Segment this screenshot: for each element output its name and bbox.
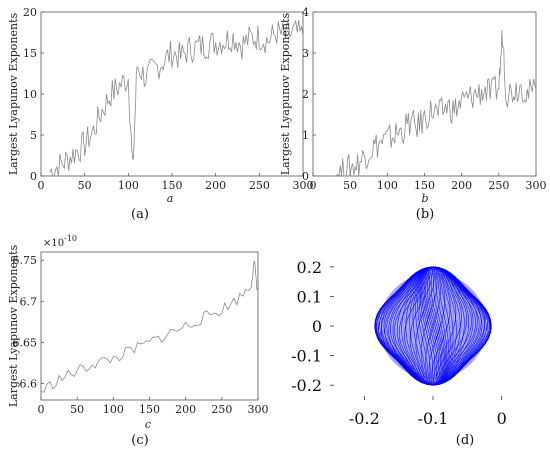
x-tick-label: 100 [103, 403, 124, 416]
x-axis-label: b [421, 192, 428, 205]
y-tick-label: 0 [30, 170, 37, 183]
attractor-trajectory [398, 266, 448, 386]
attractor-trajectory [421, 266, 457, 387]
multiplier-exponent: -10 [64, 234, 77, 243]
x-tick-label: 100 [118, 179, 139, 192]
lyapunov-series-line [40, 260, 259, 393]
y-tick-label: 5 [30, 129, 37, 142]
attractor-mesh [374, 265, 492, 387]
y-tick-label: 20 [23, 6, 37, 19]
y-tick-label: 0.2 [297, 258, 322, 277]
plot-frame [40, 251, 259, 401]
x-axis-label: a [167, 192, 174, 205]
attractor-fill [379, 272, 487, 380]
y-tick-label: -0.1 [291, 347, 322, 366]
y-tick-label: 1 [302, 129, 309, 142]
attractor-trajectory [425, 266, 441, 386]
attractor-trajectory [397, 266, 489, 386]
y-axis-label: Largest Lyapunov Exponents [279, 12, 292, 175]
x-tick-label: -0.2 [349, 409, 380, 428]
x-tick-label: 0 [310, 179, 317, 192]
attractor-trajectory [412, 266, 480, 386]
x-tick-label: 0 [38, 179, 45, 192]
x-tick-label: 200 [205, 179, 226, 192]
y-axis-label: Largest Lyapunov Exponents [7, 244, 20, 407]
x-tick-label: 250 [488, 179, 509, 192]
lyapunov-series-line [335, 29, 537, 177]
y-tick-label: 6.75 [13, 254, 38, 267]
attractor-trajectory [388, 266, 491, 386]
y-multiplier: ×10-10 [43, 234, 77, 249]
plot-frame [312, 11, 537, 177]
attractor-trajectory [392, 266, 490, 386]
attractor-trajectory [422, 266, 451, 386]
attractor-trajectory [409, 265, 445, 386]
x-tick-label: 150 [162, 179, 183, 192]
x-tick-label: 250 [249, 179, 270, 192]
y-tick-label: 15 [23, 47, 37, 60]
x-tick-label: 300 [293, 179, 314, 192]
y-axis-label: Largest Lyapunov Exponents [7, 12, 20, 175]
x-tick-label: -0.1 [418, 409, 449, 428]
y-tick-label: 10 [23, 88, 37, 101]
x-tick-label: 200 [175, 403, 196, 416]
multiplier-base: ×10 [43, 238, 64, 249]
y-tick-label: 6.7 [20, 295, 38, 308]
attractor-trajectory [394, 266, 449, 386]
x-tick-label: 300 [526, 179, 547, 192]
x-tick-label: 100 [377, 179, 398, 192]
y-tick-label: -0.2 [291, 376, 322, 395]
subplot-caption: (c) [131, 433, 148, 448]
x-tick-label: 200 [451, 179, 472, 192]
y-tick-label: 3 [302, 47, 309, 60]
attractor-trajectory [418, 266, 468, 386]
attractor-trajectory [415, 266, 444, 386]
x-tick-label: 250 [211, 403, 232, 416]
x-tick-label: 150 [414, 179, 435, 192]
attractor-trajectory [374, 266, 492, 386]
attractor-trajectory [415, 266, 476, 386]
subplot-c: 0 50 100 150 200 250 300 6.6 6.65 6.7 6.75Largest … [7, 234, 269, 448]
subplot-caption: (a) [131, 207, 149, 222]
lyapunov-series-line [49, 19, 304, 177]
x-tick-label: 0 [38, 403, 45, 416]
x-axis-label: c [145, 418, 151, 431]
y-tick-label: 0 [312, 317, 322, 336]
subplot-caption: (d) [456, 433, 474, 448]
y-tick-label: 4 [302, 6, 309, 19]
attractor-trajectory [417, 266, 472, 386]
attractor-trajectory [420, 266, 462, 386]
y-tick-label: 6.6 [20, 378, 38, 391]
x-tick-label: 150 [139, 403, 160, 416]
attractor-trajectory [390, 266, 451, 386]
x-tick-label: 50 [343, 179, 357, 192]
subplot-d: -0.2 -0.1 0 -0.2 -0.1 0 0.1 0.2 (d) [291, 258, 507, 448]
x-tick-label: 0 [497, 409, 507, 428]
plot-frame [40, 11, 304, 177]
subplot-caption: (b) [416, 207, 434, 222]
attractor-trajectory [401, 266, 487, 386]
attractor-trajectory [384, 266, 491, 386]
attractor-trajectory [409, 266, 483, 386]
x-tick-label: 50 [78, 179, 92, 192]
y-tick-label: 2 [302, 88, 309, 101]
x-tick-label: 300 [248, 403, 269, 416]
y-tick-label: 0.1 [297, 287, 322, 306]
attractor-trajectory [405, 266, 485, 386]
x-tick-label: 50 [70, 403, 84, 416]
y-tick-label: 0 [302, 170, 309, 183]
attractor-trajectory [383, 266, 457, 386]
y-tick-label: 6.65 [13, 336, 38, 349]
